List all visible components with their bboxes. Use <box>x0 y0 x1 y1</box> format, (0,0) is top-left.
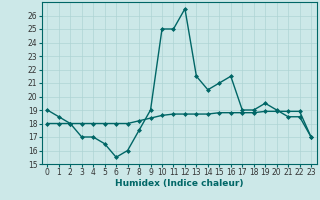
X-axis label: Humidex (Indice chaleur): Humidex (Indice chaleur) <box>115 179 244 188</box>
